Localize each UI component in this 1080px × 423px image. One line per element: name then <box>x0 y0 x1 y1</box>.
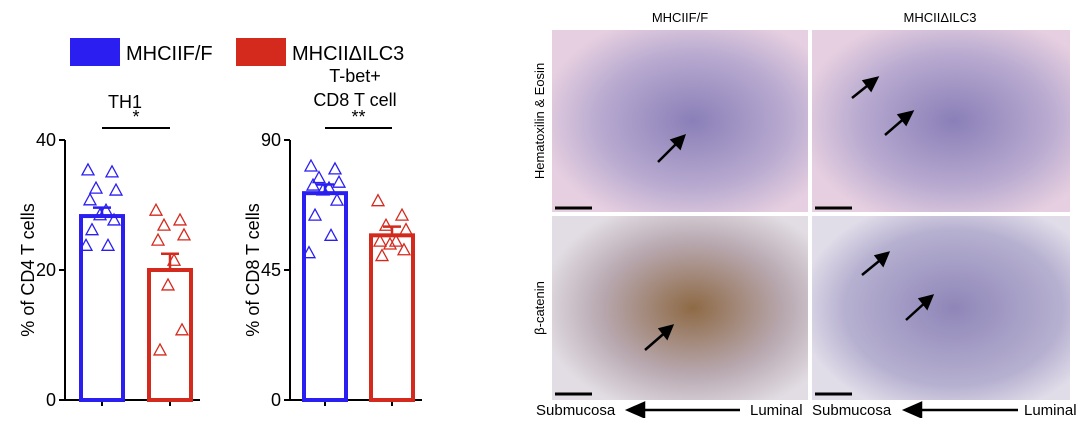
data-point <box>106 212 122 226</box>
significance: ** <box>351 107 365 127</box>
data-point <box>108 182 124 196</box>
data-point <box>374 248 390 262</box>
data-point <box>327 161 343 175</box>
data-point <box>388 233 404 247</box>
legend-swatch <box>70 38 120 66</box>
data-point <box>311 170 327 184</box>
data-point <box>331 174 347 188</box>
data-point <box>378 217 394 231</box>
legend-label: MHCIIΔILC3 <box>292 43 404 65</box>
chart-title: T-bet+ <box>329 66 381 86</box>
bar <box>369 233 415 402</box>
bar <box>302 191 348 402</box>
data-point <box>152 342 168 356</box>
error-bar <box>383 225 401 236</box>
row-label: Hematoxilin & Eosin <box>532 63 547 179</box>
arrows <box>624 76 1018 419</box>
data-point <box>176 227 192 241</box>
data-point <box>307 207 323 221</box>
bottom-label: Submucosa <box>812 402 892 418</box>
data-point <box>104 164 120 178</box>
data-point <box>156 217 172 231</box>
data-point <box>372 233 388 247</box>
y-tick-label: 45 <box>261 260 281 280</box>
bottom-label: Luminal <box>1024 402 1077 418</box>
data-point <box>84 222 100 236</box>
data-point <box>303 158 319 172</box>
data-point <box>323 227 339 241</box>
row-label: β-catenin <box>532 281 547 335</box>
bar <box>147 268 193 402</box>
data-point <box>305 177 321 191</box>
data-point <box>301 245 317 259</box>
bottom-label: Luminal <box>750 402 803 418</box>
legend-swatch <box>236 38 286 66</box>
data-point <box>98 202 114 216</box>
data-point <box>82 192 98 206</box>
data-point <box>174 322 190 336</box>
data-point <box>370 193 386 207</box>
chart-title: TH1 <box>108 92 142 112</box>
bar <box>79 214 125 402</box>
bottom-label: Submucosa <box>536 402 616 418</box>
data-point <box>92 207 108 221</box>
y-axis-label: % of CD4 T cells <box>18 203 38 336</box>
legend-label: MHCIIF/F <box>126 43 213 65</box>
data-point <box>321 180 337 194</box>
column-label: MHCIIΔILC3 <box>904 10 977 25</box>
data-point <box>88 180 104 194</box>
significance: * <box>132 107 139 127</box>
histology: MHCIIF/F MHCIIΔILC3 Hematoxilin & Eosin … <box>532 10 1077 419</box>
scale-bars <box>555 206 852 396</box>
data-point <box>396 242 412 256</box>
column-label: MHCIIF/F <box>652 10 708 25</box>
data-point <box>398 222 414 236</box>
y-tick-label: 20 <box>36 260 56 280</box>
data-point <box>166 252 182 266</box>
bcat-image <box>812 216 1070 400</box>
bcat-image <box>552 216 808 400</box>
chart-title: CD8 T cell <box>313 90 396 110</box>
data-point <box>80 162 96 176</box>
data-point <box>148 202 164 216</box>
data-point <box>315 182 331 196</box>
y-tick-label: 40 <box>36 130 56 150</box>
data-point <box>329 192 345 206</box>
y-tick-label: 0 <box>271 390 281 410</box>
data-point <box>382 236 398 250</box>
he-image <box>812 30 1070 212</box>
data-point <box>150 232 166 246</box>
data-point <box>100 237 116 251</box>
y-axis-label: % of CD8 T cells <box>243 203 263 336</box>
data-point <box>160 277 176 291</box>
y-tick-label: 0 <box>46 390 56 410</box>
data-point <box>394 207 410 221</box>
he-image <box>552 30 808 212</box>
data-point <box>172 212 188 226</box>
y-tick-label: 90 <box>261 130 281 150</box>
data-point <box>78 237 94 251</box>
